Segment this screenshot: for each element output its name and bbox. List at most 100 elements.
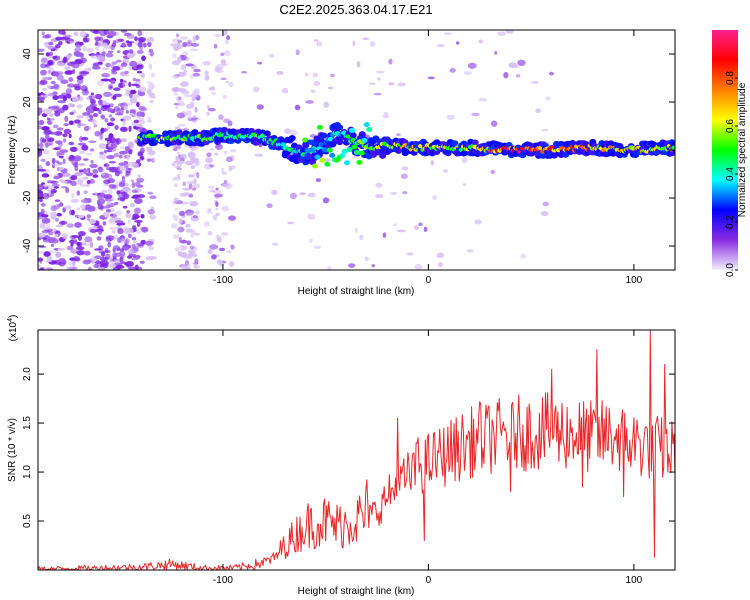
ridge-halo [336,139,344,146]
noise-dot [144,240,154,246]
noise-dot [146,88,152,95]
noise-dot [151,157,155,163]
noise-dot [85,172,94,177]
noise-dot [254,153,264,157]
noise-dot [51,105,60,110]
noise-dot [214,152,219,156]
noise-dot [225,80,230,84]
snr-x-tick-label: -100 [213,575,233,586]
snr-y-tick-label: 0.5 [22,514,33,528]
snr-multiplier-base: (x10 [8,321,19,341]
noise-dot [125,212,132,219]
noise-dot [114,259,121,264]
noise-dot [172,74,180,79]
spectrogram-ridge [137,121,675,169]
noise-dot [313,81,321,86]
noise-dot [541,128,549,132]
noise-dot [174,247,180,252]
noise-dot [41,31,45,36]
noise-dot [327,266,332,270]
noise-dot [86,214,91,219]
noise-dot [48,189,52,196]
noise-dot [221,232,229,236]
noise-dot [90,54,99,60]
noise-dot [193,88,200,94]
noise-dot [98,230,103,235]
noise-dot [314,39,319,42]
noise-dot [371,264,376,268]
noise-dot [414,225,420,231]
noise-dot [50,205,58,212]
noise-dot [105,236,112,243]
noise-dot [327,86,334,90]
noise-dot [129,112,135,116]
noise-dot [64,34,72,38]
noise-dot [108,184,117,189]
noise-dot [63,123,70,126]
noise-dot [74,171,84,176]
noise-dot [137,30,143,37]
noise-dot [316,41,323,47]
noise-dot [55,217,59,222]
noise-dot [226,156,233,163]
ridge-halo [320,132,328,139]
noise-dot [178,87,182,92]
noise-dot [73,31,79,37]
noise-dot [109,226,118,231]
noise-dot [40,203,46,207]
noise-dot [82,167,88,175]
snr-y-label: SNR (10 * v/v) [7,418,18,482]
noise-dot [183,69,188,73]
noise-dot [185,212,195,217]
noise-dot [208,87,216,91]
noise-dot [323,158,332,162]
ridge-scatter [366,126,373,132]
noise-dot [103,163,110,168]
noise-dot [38,92,42,97]
noise-dot [83,126,90,132]
noise-dot [214,193,223,198]
ridge-cell [280,142,287,147]
noise-dot [192,115,197,118]
noise-dot [38,192,44,198]
ridge-halo [358,131,366,138]
noise-dot [176,161,182,168]
noise-dot [55,224,64,228]
noise-dot [172,213,176,218]
noise-dot [375,193,384,199]
noise-dot [114,210,123,216]
noise-dot [46,84,52,90]
noise-dot [131,189,139,194]
noise-dot [103,211,110,218]
noise-dot [139,260,145,264]
noise-dot [59,149,69,153]
noise-dot [54,199,61,203]
noise-dot [212,214,218,221]
noise-dot [218,114,224,120]
noise-dot [364,256,369,262]
noise-dot [112,245,120,249]
ridge-scatter [307,139,314,145]
noise-dot [207,208,212,212]
noise-dot [190,146,196,152]
noise-dot [140,239,146,245]
noise-dot [180,54,187,61]
noise-dot [490,120,498,127]
noise-dot [136,49,144,55]
noise-dot [40,208,45,215]
noise-dot [88,140,97,143]
noise-dot [354,227,358,234]
noise-dot [215,212,220,217]
noise-dot [42,239,51,243]
noise-dot [100,78,110,82]
noise-dot [257,61,263,65]
noise-dot [356,61,361,68]
noise-dot [48,118,55,121]
ridge-halo [263,130,271,137]
noise-dot [54,111,61,117]
noise-dot [84,236,93,243]
noise-dot [62,138,67,143]
noise-dot [132,213,140,220]
noise-dot [106,154,115,160]
colorbar-tick-label: 0.8 [725,71,736,85]
